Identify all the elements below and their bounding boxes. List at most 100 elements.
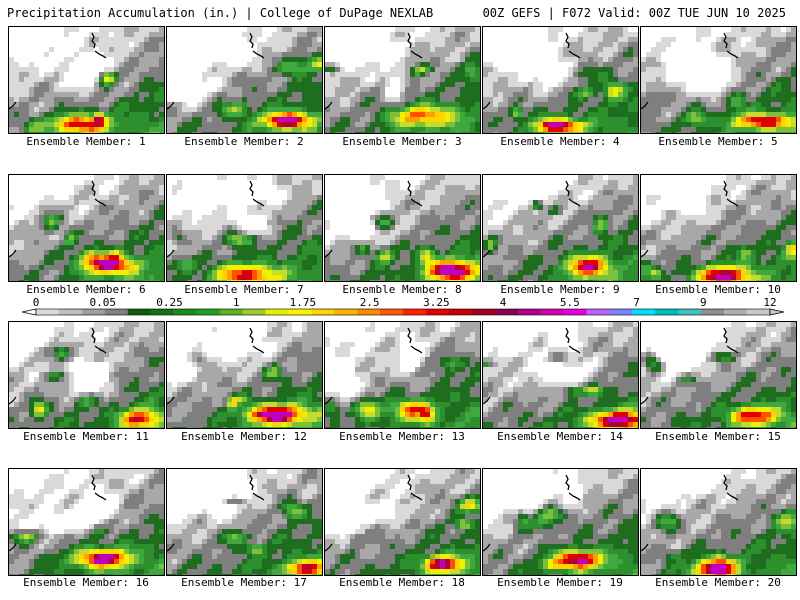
precip-field bbox=[167, 27, 322, 133]
coastline bbox=[249, 474, 265, 501]
ensemble-member-label: Ensemble Member: 16 bbox=[23, 576, 149, 589]
colorbar-tick-label: 5.5 bbox=[560, 296, 580, 309]
coastline bbox=[9, 543, 17, 552]
coastline bbox=[723, 327, 739, 354]
ensemble-member-3-map bbox=[324, 26, 481, 134]
coastline bbox=[483, 101, 491, 110]
run-valid-time: 00Z GEFS | F072 Valid: 00Z TUE JUN 10 20… bbox=[482, 6, 786, 20]
coastline bbox=[91, 327, 107, 354]
colorbar-swatch bbox=[104, 309, 129, 315]
colorbar-swatch bbox=[540, 309, 564, 315]
ensemble-member-13-map bbox=[324, 321, 481, 429]
ensemble-member-20-map bbox=[640, 468, 797, 576]
colorbar-tick-label: 2.5 bbox=[360, 296, 380, 309]
ensemble-member-9-map bbox=[482, 174, 639, 282]
ensemble-member-2-map bbox=[166, 26, 323, 134]
colorbar-tick-label: 1.75 bbox=[290, 296, 317, 309]
ensemble-member-15-map bbox=[640, 321, 797, 429]
coastline bbox=[565, 474, 581, 501]
ensemble-member-17-map bbox=[166, 468, 323, 576]
coastline bbox=[565, 32, 581, 59]
colorbar-swatch bbox=[747, 309, 771, 315]
coastline bbox=[249, 327, 265, 354]
colorbar-swatch bbox=[196, 309, 220, 315]
coastline bbox=[565, 327, 581, 354]
ensemble-member-11-map bbox=[8, 321, 165, 429]
colorbar-swatch bbox=[219, 309, 243, 315]
colorbar-swatch bbox=[632, 309, 656, 315]
colorbar-swatch bbox=[403, 309, 427, 315]
coastline bbox=[565, 180, 581, 207]
colorbar-tick-label: 4 bbox=[500, 296, 507, 309]
colorbar-swatch bbox=[471, 309, 496, 315]
colorbar-swatch bbox=[242, 309, 266, 315]
coastline bbox=[483, 396, 491, 405]
coastline bbox=[9, 249, 17, 258]
coastline bbox=[325, 101, 333, 110]
precip-field bbox=[641, 175, 796, 281]
colorbar-tick-label: 0.05 bbox=[89, 296, 116, 309]
colorbar-tick-label: 9 bbox=[700, 296, 707, 309]
colorbar-tick-label: 0.25 bbox=[156, 296, 183, 309]
precip-field bbox=[483, 322, 638, 428]
colorbar-swatch bbox=[609, 309, 633, 315]
coastline bbox=[167, 543, 175, 552]
precip-field bbox=[167, 322, 322, 428]
ensemble-member-label: Ensemble Member: 17 bbox=[181, 576, 307, 589]
ensemble-member-label: Ensemble Member: 9 bbox=[500, 283, 620, 296]
coastline bbox=[483, 249, 491, 258]
ensemble-member-8-map bbox=[324, 174, 481, 282]
coastline bbox=[167, 249, 175, 258]
ensemble-member-label: Ensemble Member: 10 bbox=[655, 283, 781, 296]
ensemble-member-label: Ensemble Member: 20 bbox=[655, 576, 781, 589]
coastline bbox=[407, 32, 423, 59]
colorbar-tick-label: 1 bbox=[233, 296, 240, 309]
coastline bbox=[407, 474, 423, 501]
colorbar-swatch bbox=[586, 309, 610, 315]
colorbar-swatch bbox=[425, 309, 450, 315]
ensemble-member-18-map bbox=[324, 468, 481, 576]
colorbar-swatch bbox=[334, 309, 358, 315]
colorbar-swatch bbox=[494, 309, 518, 315]
coastline bbox=[249, 32, 265, 59]
coastline bbox=[9, 396, 17, 405]
ensemble-member-label: Ensemble Member: 6 bbox=[26, 283, 146, 296]
ensemble-member-label: Ensemble Member: 7 bbox=[184, 283, 304, 296]
precip-field bbox=[483, 175, 638, 281]
ensemble-member-12-map bbox=[166, 321, 323, 429]
colorbar-tick-label: 7 bbox=[633, 296, 640, 309]
precip-field bbox=[641, 322, 796, 428]
colorbar-tick-label: 12 bbox=[763, 296, 776, 309]
ensemble-member-label: Ensemble Member: 12 bbox=[181, 430, 307, 443]
ensemble-member-label: Ensemble Member: 2 bbox=[184, 135, 304, 148]
ensemble-member-4-map bbox=[482, 26, 639, 134]
colorbar-swatch bbox=[36, 309, 60, 315]
ensemble-member-5-map bbox=[640, 26, 797, 134]
precip-colorbar: 0 0.05 0.25 1 1.75 2.5 3.25 4 5.5 7 9 12 bbox=[22, 296, 785, 316]
precip-field bbox=[9, 469, 164, 575]
colorbar-swatch bbox=[380, 309, 404, 315]
coastline bbox=[641, 396, 649, 405]
ensemble-member-7-map bbox=[166, 174, 323, 282]
precip-field bbox=[9, 322, 164, 428]
ensemble-member-16-map bbox=[8, 468, 165, 576]
coastline bbox=[407, 180, 423, 207]
colorbar-tick-label: 0 bbox=[33, 296, 40, 309]
coastline bbox=[325, 249, 333, 258]
precip-field bbox=[325, 27, 480, 133]
ensemble-member-label: Ensemble Member: 1 bbox=[26, 135, 146, 148]
colorbar-swatch bbox=[448, 309, 473, 315]
colorbar-swatch bbox=[655, 309, 679, 315]
precip-field bbox=[9, 27, 164, 133]
ensemble-member-10-map bbox=[640, 174, 797, 282]
colorbar-swatch bbox=[311, 309, 335, 315]
coastline bbox=[723, 180, 739, 207]
colorbar-swatch bbox=[357, 309, 381, 315]
ensemble-member-label: Ensemble Member: 18 bbox=[339, 576, 465, 589]
precip-field bbox=[641, 469, 796, 575]
colorbar-swatch bbox=[517, 309, 541, 315]
precip-field bbox=[641, 27, 796, 133]
colorbar-swatch bbox=[81, 309, 106, 315]
precip-field bbox=[167, 469, 322, 575]
coastline bbox=[325, 396, 333, 405]
